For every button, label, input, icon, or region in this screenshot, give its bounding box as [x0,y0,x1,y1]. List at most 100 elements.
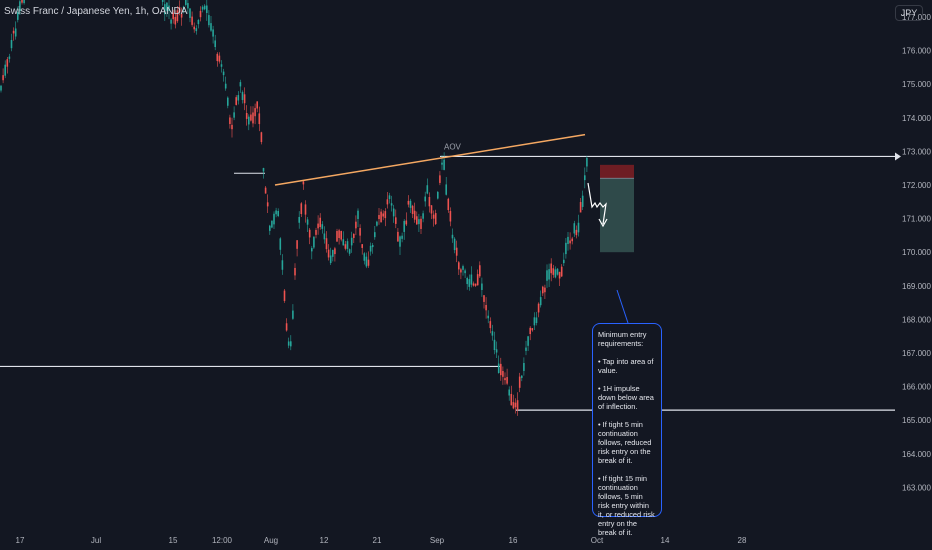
candle-body [287,341,290,346]
candle-body [275,210,277,215]
candle-body [346,241,349,249]
candle-body [441,162,443,165]
candle-body [397,231,399,242]
candle-body [17,12,19,20]
candle-body [10,39,13,49]
candle-body [237,95,240,101]
candle-body [6,59,9,67]
candle-body [206,5,208,14]
candle-body [176,10,179,22]
candle-body [542,286,544,294]
price-tick-label: 177.000 [902,13,931,22]
candle-body [479,265,481,277]
candle-body [487,315,489,319]
note-line: • If tight 5 min continuation follows, r… [598,420,652,465]
candle-body [224,83,227,89]
projection-path [587,182,607,225]
price-tick-label: 164.000 [902,450,931,459]
horizontal-levels [0,152,901,411]
candle-body [508,389,510,396]
candle-body [445,184,447,195]
candle-body [0,85,2,91]
time-tick-label: 14 [661,536,670,545]
price-tick-label: 168.000 [902,315,931,324]
candle-body [493,339,496,351]
candle-body [413,210,416,220]
candle-body [8,56,11,59]
candle-body [294,267,296,276]
candle-body [250,114,252,121]
candle-body [384,211,387,219]
candle-body [401,235,403,239]
candle-body [258,113,261,125]
candle-body [569,240,571,244]
aov-trendline[interactable]: AOV [274,133,586,186]
candle-body [365,256,368,267]
candle-body [476,274,479,286]
candle-body [371,245,374,248]
candle-body [558,271,561,279]
candle-body [386,199,389,205]
candle-body [376,221,378,226]
candle-body [214,40,216,48]
candle-body [535,317,538,323]
candle-body [266,202,269,207]
candle-body [464,270,466,274]
candle-body [430,205,433,214]
price-tick-label: 169.000 [902,282,931,291]
note-callout-line [616,289,629,324]
note-line: Minimum entry requirements: [598,330,647,348]
trendline-label: AOV [444,143,462,152]
price-tick-label: 166.000 [902,383,931,392]
candle-body [185,0,187,5]
candle-body [525,347,527,351]
candle-body [424,196,426,202]
candle-body [235,97,237,105]
candle-body [19,1,21,11]
candle-body [565,242,567,255]
candle-body [399,236,401,247]
candle-body [248,116,250,125]
candle-body [485,305,487,311]
currency-badge[interactable]: JPY [895,5,923,21]
candle-body [556,268,559,275]
candle-body [514,402,517,408]
entry-requirements-note: Minimum entry requirements: • Tap into a… [592,323,662,537]
candle-body [353,233,355,238]
candle-body [437,191,439,199]
candle-body [332,249,334,257]
candle-body [323,233,326,240]
candle-body [434,213,437,225]
candle-body [166,2,168,11]
candle-body [504,378,506,381]
candle-body [231,124,233,130]
candle-body [357,210,359,219]
price-tick-label: 172.000 [902,181,931,190]
candle-body [300,203,303,215]
candle-body [500,363,502,376]
candle-body [208,15,210,26]
candle-body [292,310,294,319]
candle-body [298,216,300,223]
candle-body [277,210,279,216]
candle-body [302,181,305,185]
note-line: • If tight 15 min continuation follows, … [598,474,655,537]
time-tick-label: 21 [373,536,382,545]
candle-body [355,221,357,229]
candle-body [409,200,412,208]
candle-body [189,8,191,18]
candle-body [367,259,370,266]
candle-body [483,295,485,302]
candle-body [577,222,580,233]
projection-marks [587,182,629,324]
candle-body [420,218,422,229]
candle-body [443,159,445,170]
candle-body [544,287,546,293]
candle-body [285,323,288,331]
candle-body [12,30,15,34]
candle-body [174,16,177,25]
candle-body [271,220,273,228]
candlestick-series [0,0,588,416]
candle-body [191,16,193,25]
